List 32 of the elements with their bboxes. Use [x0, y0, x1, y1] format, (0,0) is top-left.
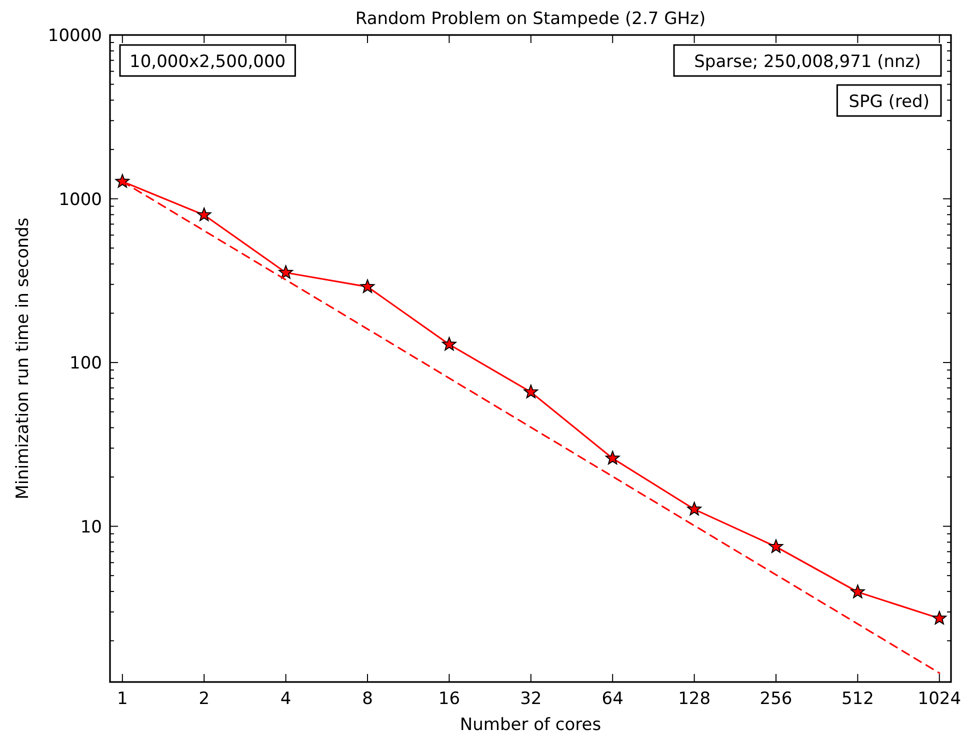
x-tick-label: 1024	[918, 689, 962, 709]
y-axis-title: Minimization run time in seconds	[13, 218, 33, 500]
point	[605, 450, 620, 464]
point	[115, 174, 130, 188]
point	[278, 265, 293, 279]
x-tick-label: 16	[438, 689, 460, 709]
y-tick-label: 100	[70, 354, 102, 374]
point	[932, 610, 947, 625]
x-tick-label: 32	[520, 689, 542, 709]
y-tick-label: 10	[80, 517, 102, 538]
x-tick-label: 256	[760, 689, 792, 709]
x-tick-label: 512	[841, 689, 874, 709]
point	[768, 539, 784, 553]
x-axis-title: Number of cores	[460, 715, 602, 735]
x-tick-label: 1	[117, 689, 128, 709]
x-tick-label: 8	[362, 689, 373, 709]
y-tick-label: 1000	[58, 190, 102, 210]
annotation: SPG (red)	[848, 92, 930, 112]
point	[850, 584, 865, 598]
point	[524, 384, 538, 398]
point	[360, 279, 375, 293]
x-tick-label: 4	[280, 689, 292, 709]
x-tick-label: 64	[602, 689, 624, 709]
annotation: Sparse; 250,008,971 (nnz)	[694, 52, 921, 72]
y-tick-label: 10000	[48, 26, 102, 46]
chart-title: Random Problem on Stampede (2.7 GHz)	[355, 9, 706, 29]
point	[687, 502, 702, 516]
point	[442, 336, 456, 351]
x-tick-label: 128	[678, 689, 711, 709]
point	[196, 207, 212, 222]
annotation: 10,000x2,500,000	[130, 52, 286, 72]
x-tick-label: 2	[198, 689, 210, 709]
